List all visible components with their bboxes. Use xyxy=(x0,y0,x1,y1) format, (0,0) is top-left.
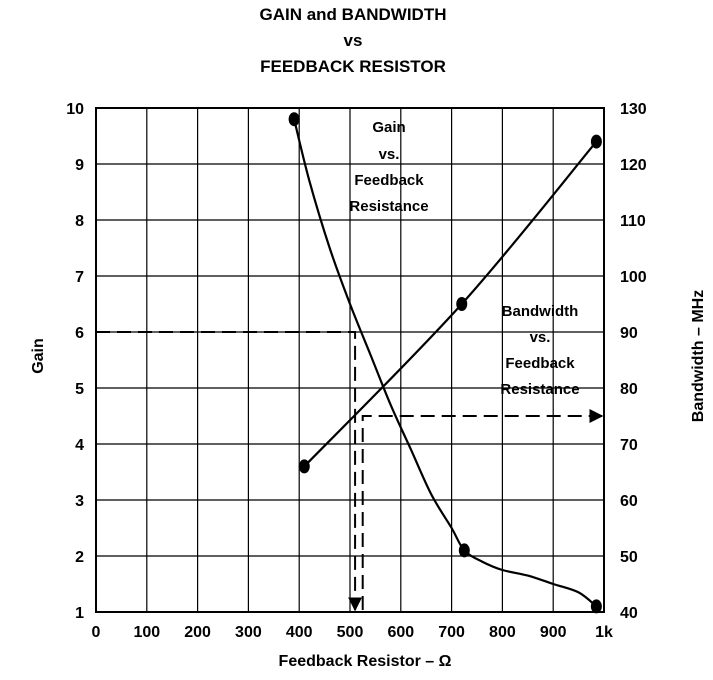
chart-title-line-3: FEEDBACK RESISTOR xyxy=(260,57,446,76)
guide-lines xyxy=(96,331,604,612)
y-right-tick-label: 80 xyxy=(620,381,638,398)
y-left-tick-label: 4 xyxy=(75,437,84,454)
x-axis-label: Feedback Resistor – Ω xyxy=(279,653,452,670)
bandwidth-line-point xyxy=(456,297,468,311)
y-left-tick-label: 2 xyxy=(75,549,84,566)
y-right-tick-label: 40 xyxy=(620,605,638,622)
tick-labels: 0 100 200 300 400 500 600 700 800 900 1k 1 2 3 4 5 6 7 8 9 1… xyxy=(66,101,647,641)
y-left-tick-label: 6 xyxy=(75,325,84,342)
y-right-tick-label: 100 xyxy=(620,269,647,286)
x-tick-label: 100 xyxy=(133,624,160,641)
y-left-axis-label: Gain xyxy=(30,338,47,374)
series-layer xyxy=(288,112,602,614)
x-tick-label: 500 xyxy=(337,624,364,641)
y-left-tick-label: 9 xyxy=(75,157,84,174)
gain-curve-point xyxy=(590,599,602,614)
y-right-tick-label: 50 xyxy=(620,549,638,566)
y-right-tick-label: 70 xyxy=(620,437,638,454)
y-right-tick-label: 60 xyxy=(620,493,638,510)
x-tick-label: 800 xyxy=(489,624,516,641)
x-tick-label: 700 xyxy=(438,624,465,641)
annotation-gain-line-4: Resistance xyxy=(349,198,428,215)
y-left-tick-label: 8 xyxy=(75,213,84,230)
annotation-bandwidth-line-2: vs. xyxy=(530,329,551,346)
annotation-bandwidth-line-1: Bandwidth xyxy=(502,303,579,320)
annotation-gain-line-2: vs. xyxy=(379,146,400,163)
x-tick-label: 200 xyxy=(184,624,211,641)
annotation-bandwidth: Bandwidth vs. Feedback Resistance xyxy=(500,303,579,398)
y-left-tick-label: 10 xyxy=(66,101,84,118)
x-tick-label: 1k xyxy=(595,624,613,641)
annotation-bandwidth-line-4: Resistance xyxy=(500,381,579,398)
annotation-bandwidth-line-3: Feedback xyxy=(505,355,575,372)
guide-bandwidth-75 xyxy=(361,409,604,610)
y-left-tick-label: 7 xyxy=(75,269,84,286)
y-right-tick-label: 120 xyxy=(620,157,647,174)
y-left-tick-label: 3 xyxy=(75,493,84,510)
gain-curve-point xyxy=(288,112,300,127)
x-tick-label: 600 xyxy=(387,624,414,641)
x-tick-label: 0 xyxy=(92,624,101,641)
guide-gain-six xyxy=(96,331,363,612)
y-right-tick-label: 110 xyxy=(620,213,646,230)
x-tick-label: 900 xyxy=(540,624,567,641)
x-tick-label: 400 xyxy=(286,624,313,641)
bandwidth-line-point xyxy=(590,134,602,149)
y-right-axis-label: Bandwidth – MHz xyxy=(690,290,707,422)
chart-title-line-2: vs xyxy=(344,31,363,50)
y-right-tick-label: 130 xyxy=(620,101,647,118)
gain-curve xyxy=(293,118,598,608)
y-right-tick-label: 90 xyxy=(620,325,638,342)
gain-curve-point xyxy=(458,543,470,558)
y-left-tick-label: 5 xyxy=(75,381,84,398)
x-tick-label: 300 xyxy=(235,624,262,641)
bandwidth-line-point xyxy=(298,459,310,474)
annotation-gain-line-1: Gain xyxy=(372,119,405,136)
grid-lines xyxy=(95,107,605,613)
y-left-tick-label: 1 xyxy=(75,605,84,622)
annotation-gain-line-3: Feedback xyxy=(354,172,424,189)
annotation-gain: Gain vs. Feedback Resistance xyxy=(349,119,428,215)
chart-title-line-1: GAIN and BANDWIDTH xyxy=(260,5,447,24)
plot-frame xyxy=(95,107,605,613)
